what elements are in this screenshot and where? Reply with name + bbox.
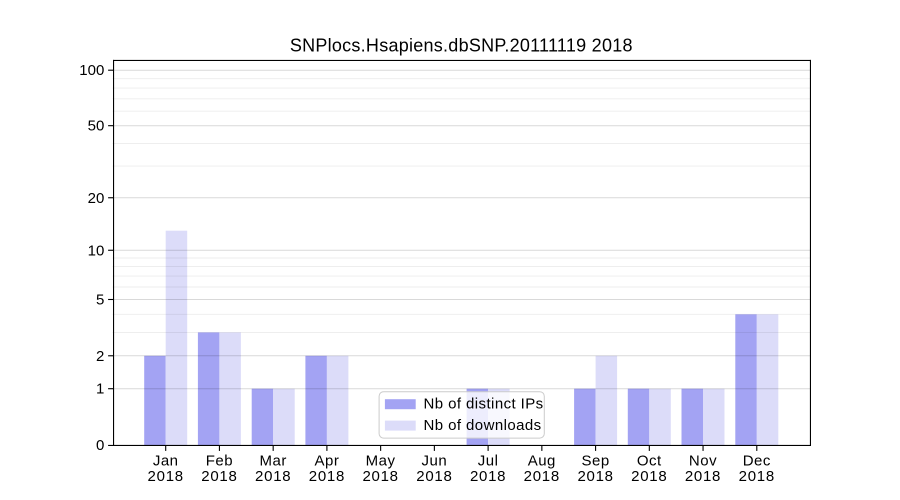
svg-text:Sep: Sep	[581, 453, 609, 470]
svg-text:Nb of distinct IPs: Nb of distinct IPs	[424, 396, 544, 413]
svg-text:Jul: Jul	[478, 453, 499, 470]
svg-text:2018: 2018	[739, 468, 775, 485]
svg-text:2018: 2018	[255, 468, 291, 485]
svg-text:SNPlocs.Hsapiens.dbSNP.2011111: SNPlocs.Hsapiens.dbSNP.20111119 2018	[290, 36, 633, 56]
svg-text:Aug: Aug	[528, 453, 556, 470]
svg-text:Jun: Jun	[422, 453, 448, 470]
svg-text:50: 50	[88, 118, 105, 135]
svg-text:1: 1	[96, 381, 104, 398]
svg-text:100: 100	[79, 62, 104, 79]
svg-text:2018: 2018	[524, 468, 560, 485]
svg-text:5: 5	[96, 292, 104, 309]
svg-text:2018: 2018	[362, 468, 398, 485]
svg-text:20: 20	[88, 190, 105, 207]
svg-text:2018: 2018	[685, 468, 721, 485]
svg-text:Mar: Mar	[260, 453, 287, 470]
svg-text:10: 10	[88, 242, 105, 259]
svg-text:2018: 2018	[470, 468, 506, 485]
svg-text:Feb: Feb	[206, 453, 233, 470]
svg-text:2: 2	[96, 348, 104, 365]
svg-text:2018: 2018	[416, 468, 452, 485]
svg-text:2018: 2018	[309, 468, 345, 485]
svg-text:2018: 2018	[201, 468, 237, 485]
svg-text:2018: 2018	[148, 468, 184, 485]
svg-text:Nb of downloads: Nb of downloads	[424, 417, 542, 434]
svg-text:May: May	[366, 453, 396, 470]
svg-text:2018: 2018	[631, 468, 667, 485]
svg-text:Jan: Jan	[153, 453, 179, 470]
svg-text:Dec: Dec	[743, 453, 771, 470]
svg-text:Oct: Oct	[637, 453, 662, 470]
svg-text:Nov: Nov	[689, 453, 717, 470]
svg-text:2018: 2018	[577, 468, 613, 485]
svg-text:Apr: Apr	[314, 453, 339, 470]
svg-text:0: 0	[96, 437, 104, 454]
